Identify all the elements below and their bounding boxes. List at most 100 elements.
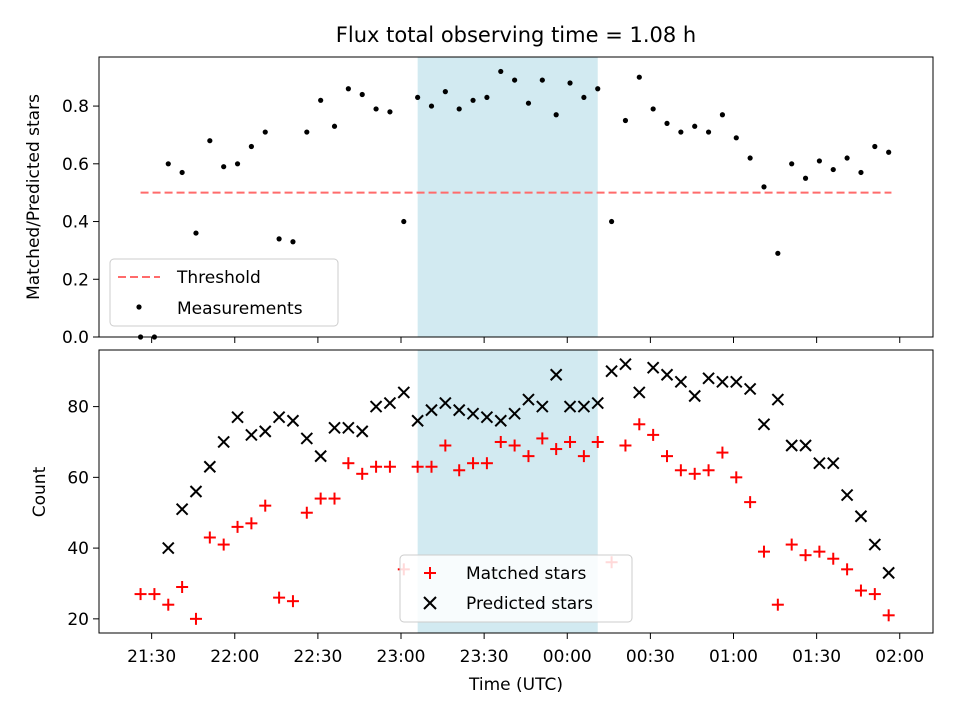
legend-predicted-swatch: [423, 596, 437, 610]
matched-star-point: [134, 588, 147, 601]
measurement-point: [650, 106, 656, 112]
predicted-star-point: [549, 368, 563, 381]
measurement-point: [248, 143, 254, 150]
top-panel: 0.00.20.40.60.8 Matched/Predicted stars …: [24, 56, 934, 348]
matched-star-point: [841, 563, 854, 576]
predicted-star-point: [328, 421, 341, 435]
matched-star-point: [439, 439, 452, 452]
matched-star-point: [189, 612, 202, 625]
predicted-star-point: [439, 396, 452, 410]
matched-star-point: [813, 545, 826, 558]
predicted-star-point: [840, 488, 854, 502]
matched-star-point: [286, 595, 299, 608]
matched-star-point: [730, 471, 743, 484]
matched-star-point: [868, 588, 881, 601]
predicted-star-point: [563, 400, 577, 413]
y-tick-label: 0.2: [62, 270, 89, 290]
predicted-star-point: [425, 403, 438, 417]
predicted-star-point: [342, 421, 355, 435]
predicted-star-point: [785, 439, 798, 452]
measurement-point: [345, 86, 351, 92]
measurement-point: [664, 120, 670, 126]
top-shaded-region: [417, 57, 598, 337]
matched-star-point: [633, 418, 646, 431]
predicted-star-point: [508, 407, 521, 420]
predicted-star-point: [743, 382, 757, 396]
y-tick-label: 0.6: [62, 155, 89, 175]
measurement-point: [456, 106, 462, 112]
matched-star-point: [328, 492, 341, 505]
measurement-point: [636, 74, 642, 80]
matched-star-point: [522, 450, 535, 463]
predicted-star-point: [411, 414, 424, 427]
x-tick-label: 21:30: [127, 647, 176, 667]
matched-star-point: [564, 435, 577, 448]
measurement-point: [484, 94, 490, 101]
predicted-star-point: [674, 375, 688, 389]
predicted-star-point: [272, 411, 286, 424]
predicted-star-point: [494, 414, 507, 427]
x-tick-label: 00:00: [543, 647, 592, 667]
x-tick-label: 01:30: [792, 647, 841, 667]
matched-star-point: [231, 520, 244, 533]
matched-star-point: [411, 460, 424, 473]
predicted-star-point: [813, 456, 826, 470]
matched-star-point: [494, 435, 507, 448]
measurement-point: [761, 184, 767, 190]
measurement-point: [747, 155, 753, 161]
measurement-point: [789, 161, 795, 167]
matched-star-point: [827, 552, 840, 565]
predicted-star-point: [217, 435, 230, 449]
matched-star-point: [550, 443, 563, 456]
top-x-ticks: [151, 337, 901, 343]
bottom-panel: 20 40 60 80 21:30 22:00 22:30 23:00 23:30 00:00 0…: [30, 349, 934, 695]
matched-star-point: [273, 591, 286, 604]
top-y-ticks: 0.0 0.2 0.4 0.6 0.8: [62, 97, 99, 348]
predicted-star-point: [577, 400, 591, 413]
x-tick-label: 23:30: [460, 647, 509, 667]
measurement-point: [733, 135, 739, 141]
matched-star-point: [854, 584, 867, 597]
matched-star-point: [744, 496, 757, 509]
predicted-star-point: [162, 541, 175, 555]
matched-star-point: [716, 446, 729, 459]
predicted-star-point: [688, 389, 701, 403]
measurement-point: [705, 129, 712, 135]
predicted-star-point: [522, 393, 535, 406]
matched-star-point: [356, 467, 369, 480]
bottom-legend-box: [399, 554, 633, 623]
predicted-star-point: [882, 566, 895, 580]
bottom-legend: Matched stars Predicted stars: [399, 554, 633, 623]
top-axes-frame: [98, 56, 934, 338]
bottom-axes-frame: [98, 349, 934, 634]
matched-star-point: [203, 531, 216, 544]
matched-star-point: [425, 460, 438, 473]
measurement-point: [221, 164, 227, 170]
predicted-star-point: [466, 407, 480, 420]
matched-star-point: [480, 457, 493, 470]
matched-star-point: [882, 609, 895, 622]
legend-matched-label: Matched stars: [466, 564, 586, 584]
matched-star-point: [591, 435, 604, 448]
legend-predicted-label: Predicted stars: [466, 594, 593, 614]
predicted-star-point: [286, 414, 300, 427]
bottom-x-ticks: 21:30 22:00 22:30 23:00 23:30 00:00 00:30 01:00…: [127, 633, 924, 667]
measurement-point: [401, 218, 407, 225]
measurement-point: [802, 175, 809, 181]
y-tick-label: 60: [67, 468, 89, 488]
predicted-star-point: [771, 393, 785, 406]
predicted-star-point: [300, 432, 314, 445]
measurement-point: [359, 91, 365, 98]
matched-star-point: [342, 457, 355, 470]
legend-threshold-label: Threshold: [176, 268, 261, 288]
measurement-point: [886, 149, 892, 155]
measurement-point: [595, 86, 601, 92]
x-axis-label: Time (UTC): [468, 675, 563, 695]
measurement-point: [567, 80, 573, 86]
predicted-star-point: [452, 403, 466, 417]
matched-star-point: [467, 457, 480, 470]
matched-star-point: [176, 581, 189, 594]
measurement-point: [276, 236, 282, 242]
matched-star-point: [577, 450, 590, 463]
